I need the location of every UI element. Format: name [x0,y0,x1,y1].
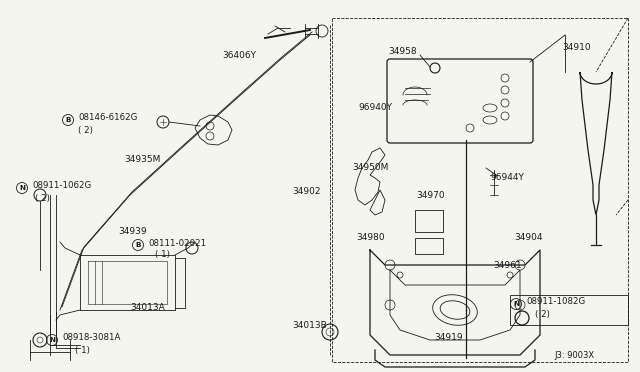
Text: J3: 9003X: J3: 9003X [554,352,594,360]
Text: 96940Y: 96940Y [358,103,392,112]
Text: 34902: 34902 [292,187,321,196]
Text: 34904: 34904 [514,234,543,243]
Text: 34961: 34961 [493,262,522,270]
Text: N: N [513,301,519,307]
Text: 34910: 34910 [562,44,591,52]
Text: ( 2): ( 2) [78,125,93,135]
Text: 34980: 34980 [356,234,385,243]
Bar [415,210,443,232]
Text: 36406Y: 36406Y [222,51,256,60]
Text: B: B [135,242,141,248]
Text: ( 2): ( 2) [35,193,50,202]
Text: 34013B: 34013B [292,321,327,330]
Text: N: N [49,337,55,343]
Text: 34958: 34958 [388,48,417,57]
Text: 34950M: 34950M [352,164,388,173]
Text: 08911-1082G: 08911-1082G [526,298,585,307]
Text: ( 1): ( 1) [75,346,90,355]
Text: N: N [19,185,25,191]
Text: ( 2): ( 2) [535,310,550,318]
Text: B: B [65,117,71,123]
Text: 08918-3081A: 08918-3081A [62,334,120,343]
Text: 34939: 34939 [118,228,147,237]
Bar [510,295,628,325]
Bar [415,238,443,254]
Text: 34935M: 34935M [124,155,161,164]
Text: 08146-6162G: 08146-6162G [78,113,137,122]
Text: 34919: 34919 [434,334,463,343]
Text: 34013A: 34013A [130,304,164,312]
Text: 08111-02021: 08111-02021 [148,238,206,247]
Text: 08911-1062G: 08911-1062G [32,182,91,190]
Text: ( 1): ( 1) [155,250,170,260]
Text: 96944Y: 96944Y [490,173,524,183]
Text: 34970: 34970 [416,192,445,201]
